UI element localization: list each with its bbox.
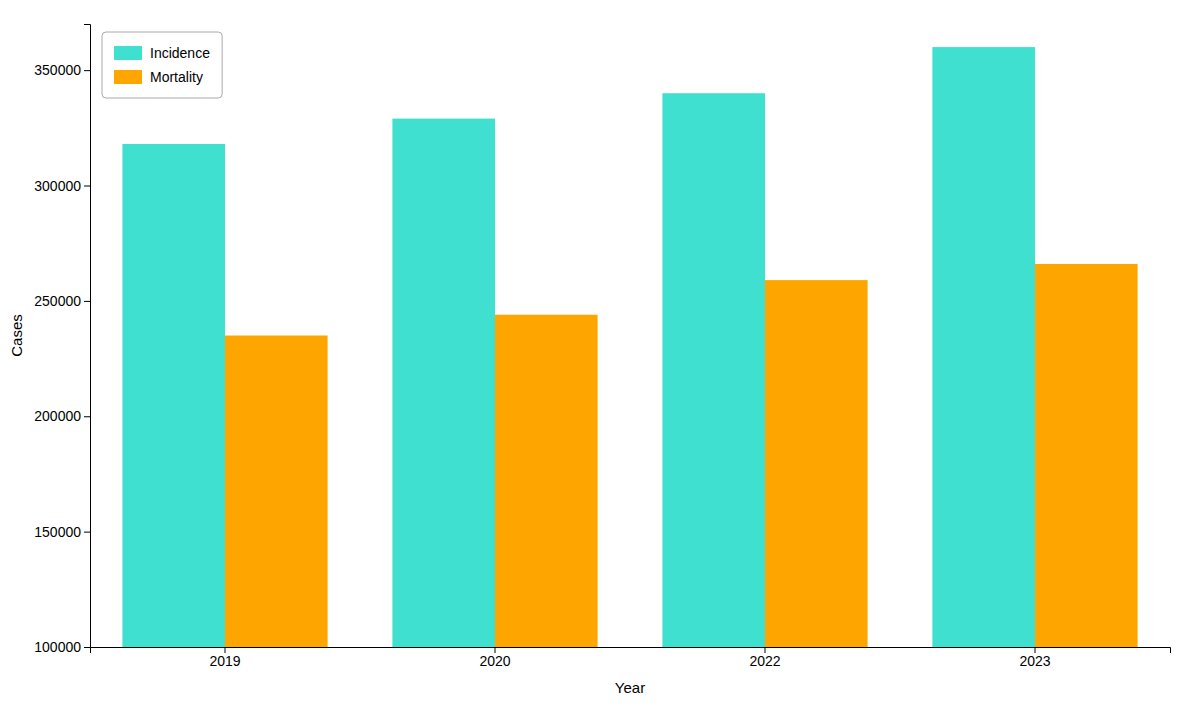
tick-mark (84, 70, 90, 71)
bar (392, 119, 495, 647)
y-axis-title: Cases (8, 314, 25, 357)
bar (122, 144, 225, 647)
tick-label: 2023 (1019, 653, 1050, 669)
tick: 200000 (34, 408, 90, 424)
tick-mark (84, 416, 90, 417)
bar (1035, 264, 1138, 647)
legend-label: Mortality (150, 69, 203, 85)
tick-label: 2019 (209, 653, 240, 669)
tick: 100000 (34, 639, 90, 655)
tick-label: 350000 (34, 62, 81, 78)
tick: 250000 (34, 293, 90, 309)
x-axis-title: Year (615, 679, 645, 696)
tick-mark (84, 186, 90, 187)
bar (662, 93, 765, 647)
tick: 300000 (34, 177, 90, 193)
tick: 2020 (479, 647, 510, 669)
bar (495, 315, 598, 647)
tick-label: 150000 (34, 524, 81, 540)
bar (765, 280, 868, 647)
tick-mark (84, 647, 90, 648)
x-axis: 2019 2020 2022 2023 (91, 647, 1171, 669)
tick-label: 2020 (479, 653, 510, 669)
legend-swatch (114, 70, 142, 84)
bar-series (225, 264, 1138, 647)
legend: Incidence Mortality (102, 32, 222, 98)
tick-label: 250000 (34, 293, 81, 309)
legend-item: Mortality (114, 69, 203, 85)
axis-line (91, 648, 1171, 654)
tick-label: 100000 (34, 639, 81, 655)
tick-label: 300000 (34, 177, 81, 193)
bar (225, 336, 328, 648)
y-axis: 100000 150000 200000 250000 300000 350000 (34, 25, 90, 655)
chart: 2019 2020 2022 2023 100000 150000 200000 250000… (0, 0, 1200, 711)
tick: 2023 (1019, 647, 1050, 669)
axis-line (84, 25, 91, 648)
tick: 2019 (209, 647, 240, 669)
tick: 150000 (34, 524, 90, 540)
tick-mark (84, 532, 90, 533)
legend-label: Incidence (150, 45, 210, 61)
legend-item: Incidence (114, 45, 210, 61)
tick-mark (84, 301, 90, 302)
tick-label: 200000 (34, 408, 81, 424)
legend-swatch (114, 46, 142, 60)
legend-frame (102, 32, 222, 98)
plot-area (122, 47, 1137, 647)
tick: 350000 (34, 62, 90, 78)
bar (932, 47, 1035, 647)
tick: 2022 (749, 647, 780, 669)
bar-series (122, 47, 1035, 647)
tick-label: 2022 (749, 653, 780, 669)
